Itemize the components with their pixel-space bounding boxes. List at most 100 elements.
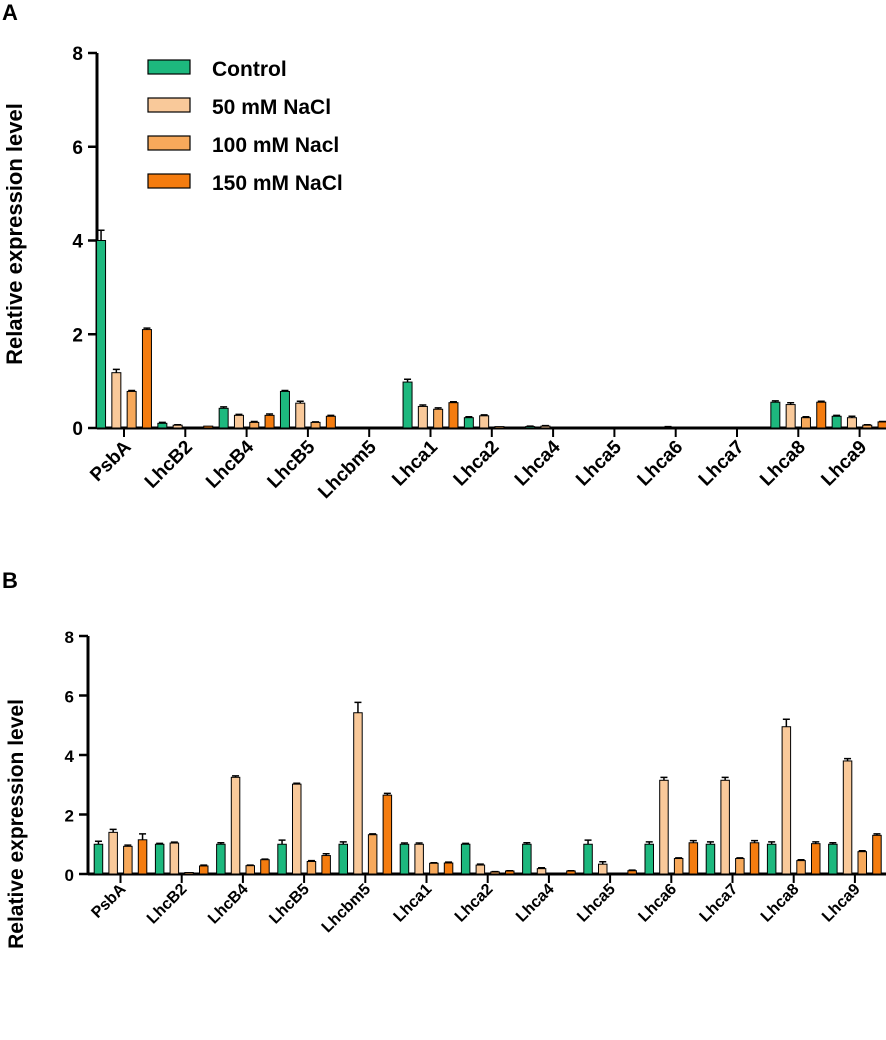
bar-a-lhcb4-s0	[218, 407, 229, 429]
error-bar-b-lhcb5-s3	[322, 853, 330, 856]
bar-a-psba-s2	[126, 390, 137, 429]
error-bar-b-lhcb4-s0	[217, 842, 225, 845]
category-label-a-lhcb2: LhcB2	[141, 437, 197, 493]
category-label-b-lhca8: Lhca8	[758, 881, 803, 926]
error-bar-a-lhcb5-s1	[296, 400, 304, 404]
category-label-a-lhcbm5: Lhcbm5	[314, 436, 381, 503]
category-label-b-lhcb2: LhcB2	[144, 881, 191, 928]
category-label-b-lhca7: Lhca7	[697, 881, 742, 926]
bar-b-lhcb4-s1	[230, 776, 241, 875]
bar-b-lhca6-s2	[673, 858, 684, 875]
bar-b-lhca9-s3	[872, 834, 882, 875]
error-bar-b-lhcbm5-s3	[383, 792, 391, 796]
error-bar-a-lhca1-s0	[404, 378, 412, 383]
bar-b-lhcb2-s1	[169, 842, 180, 875]
error-bar-b-lhca1-s0	[400, 842, 408, 845]
bar-b-lhca7-s0	[705, 843, 716, 875]
error-bar-b-lhca9-s0	[829, 842, 837, 845]
y-tick-label-b-0: 0	[65, 866, 74, 885]
bar-a-lhcb5-s2	[310, 421, 321, 429]
bar-b-lhca6-s0	[644, 843, 654, 875]
bar-b-lhca8-s2	[796, 860, 806, 875]
category-label-a-lhca4: Lhca4	[511, 436, 565, 490]
error-bar-b-lhca2-s1	[476, 863, 484, 866]
error-bar-b-lhca6-s0	[645, 841, 653, 845]
legend-label-control: Control	[212, 58, 287, 81]
bar-b-lhca7-s3	[749, 842, 760, 875]
bar-b-lhca2-s1	[475, 864, 486, 875]
error-bar-b-lhca9-s3	[873, 833, 881, 836]
bar-b-lhcb2-s2	[184, 872, 194, 875]
bar-b-psba-s3	[137, 839, 148, 875]
bar-b-lhca1-s2	[429, 862, 439, 875]
error-bar-b-lhca9-s1	[844, 757, 852, 761]
plot-area-b: 0 2 4 6 8 PsbA LhcB2 LhcB4 LhcB5 Lhcbm5 Lhca1 Lhca2…	[65, 628, 886, 936]
bar-b-lhca9-s2	[857, 851, 867, 875]
legend-swatch-control	[147, 59, 191, 75]
error-bar-b-lhca7-s1	[721, 776, 729, 781]
category-label-a-lhca5: Lhca5	[572, 436, 626, 490]
error-bar-a-lhca8-s1	[787, 401, 795, 405]
category-label-b-lhca9: Lhca9	[819, 881, 864, 926]
bar-a-lhcb2-s3	[203, 425, 214, 429]
error-bar-a-lhcb4-s0	[220, 406, 228, 409]
error-bar-a-lhcb4-s2	[250, 420, 258, 423]
bar-b-lhca8-s3	[811, 843, 821, 875]
y-tick-label-b-8: 8	[65, 628, 74, 647]
bar-a-lhcb5-s0	[279, 390, 290, 429]
bar-b-lhcb5-s0	[277, 843, 287, 875]
bar-a-lhcb4-s2	[249, 421, 260, 429]
bar-a-lhca2-s1	[479, 415, 490, 429]
error-bar-b-lhcb2-s0	[156, 842, 164, 845]
error-bar-b-lhcb5-s1	[293, 782, 301, 785]
category-label-b-psba: PsbA	[88, 880, 129, 921]
category-label-b-lhca4: Lhca4	[513, 881, 558, 926]
panel-letter-b: B	[2, 568, 18, 593]
error-bar-b-lhcbm5-s0	[339, 841, 347, 845]
bar-a-psba-s0	[96, 240, 107, 429]
error-bar-b-lhca1-s1	[415, 842, 423, 845]
error-bar-a-lhca8-s3	[817, 400, 825, 403]
error-bar-b-lhca9-s2	[858, 850, 866, 852]
bar-b-lhcbm5-s0	[338, 843, 348, 875]
bar-a-lhca2-s0	[463, 417, 474, 429]
error-bar-b-lhcb4-s1	[232, 775, 240, 778]
bar-b-lhca5-s1	[598, 863, 608, 875]
category-label-b-lhca6: Lhca6	[635, 881, 680, 926]
legend-label-50mm: 50 mM NaCl	[212, 96, 331, 119]
bar-a-psba-s1	[111, 372, 122, 429]
category-label-a-lhcb4: LhcB4	[202, 436, 258, 492]
bar-b-lhca9-s0	[828, 843, 838, 875]
error-bar-b-lhca7-s0	[706, 841, 714, 845]
error-bar-a-psba-s1	[112, 368, 120, 373]
bar-b-psba-s2	[123, 845, 133, 875]
error-bar-a-psba-s3	[143, 327, 151, 330]
bar-b-lhca7-s2	[735, 858, 745, 875]
category-label-b-lhca1: Lhca1	[391, 881, 436, 926]
bar-b-lhca4-s0	[522, 843, 532, 875]
bar-b-lhca1-s3	[443, 862, 454, 875]
error-bar-a-psba-s0	[97, 229, 105, 241]
legend-item-150mm: 150 mM NaCl	[147, 172, 343, 195]
bar-a-lhca8-s3	[816, 401, 827, 429]
legend: Control 50 mM NaCl 100 mM Nacl 150 mM Na…	[147, 58, 343, 195]
category-label-b-lhca2: Lhca2	[452, 881, 497, 926]
legend-swatch-100mm	[147, 135, 191, 151]
error-bar-b-lhcb2-s3	[200, 864, 208, 866]
error-bar-b-lhcb4-s2	[246, 864, 254, 866]
error-bar-a-lhcb5-s3	[327, 414, 335, 417]
error-bar-b-lhcb5-s0	[278, 839, 286, 845]
error-bar-b-lhca6-s1	[660, 776, 668, 781]
y-tick-label-a-6: 6	[72, 138, 83, 159]
category-label-a-lhcb5: LhcB5	[264, 436, 320, 492]
legend-label-100mm: 100 mM Nacl	[212, 134, 339, 157]
bar-b-lhcb4-s3	[260, 859, 270, 875]
error-bar-b-lhca5-s0	[584, 839, 592, 845]
category-label-a-lhca9: Lhca9	[817, 437, 871, 491]
legend-label-150mm: 150 mM NaCl	[212, 172, 343, 195]
error-bar-a-lhca8-s2	[802, 416, 810, 418]
bar-a-lhca4-s2	[555, 426, 566, 429]
category-label-a-lhca1: Lhca1	[388, 436, 442, 490]
error-bar-b-lhcbm5-s1	[354, 701, 362, 713]
